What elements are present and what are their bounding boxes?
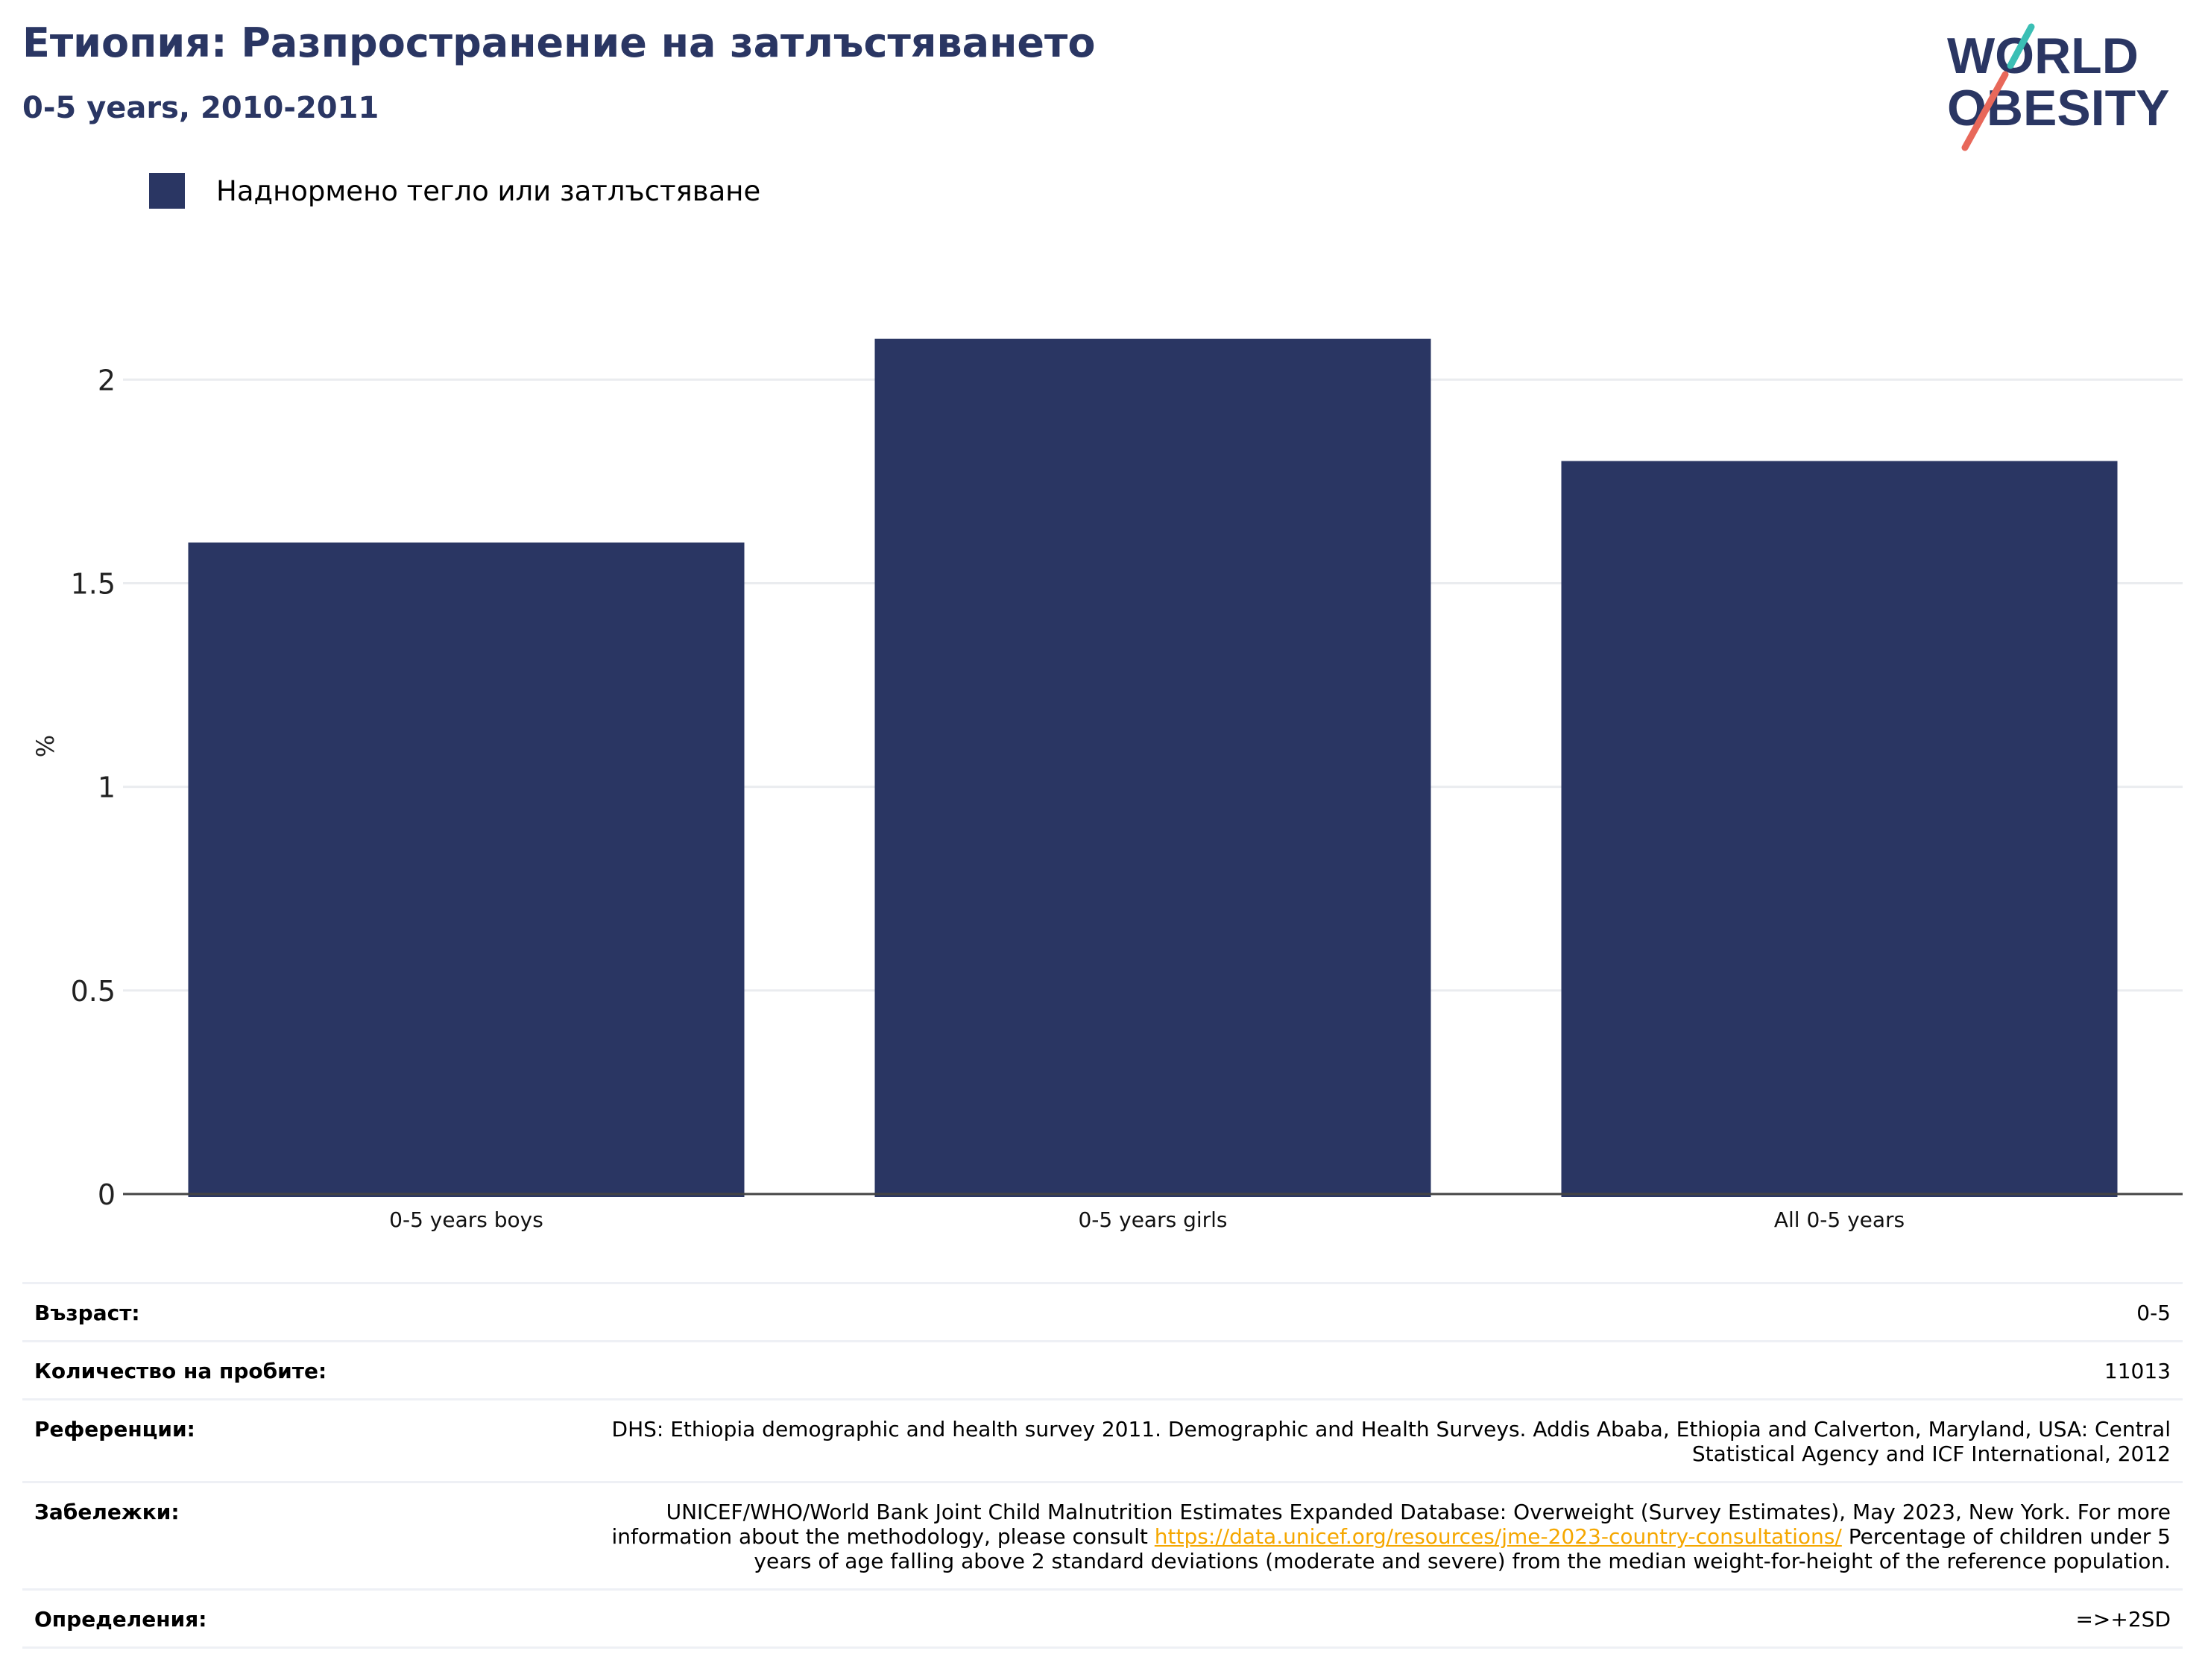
metadata-table: Възраст: 0-5 Количество на пробите: 1101… — [22, 1282, 2183, 1649]
definitions-label: Определения: — [34, 1607, 207, 1632]
notes-label: Забележки: — [34, 1500, 180, 1524]
meta-row-definitions: Определения: =>+2SD — [22, 1588, 2183, 1649]
x-tick-label: 0-5 years girls — [1078, 1207, 1227, 1232]
references-value: DHS: Ethiopia demographic and health sur… — [611, 1417, 2171, 1466]
y-tick-label: 0.5 — [71, 975, 116, 1008]
sample-size-label: Количество на пробите: — [34, 1359, 327, 1383]
legend-swatch — [149, 173, 185, 209]
age-label: Възраст: — [34, 1301, 140, 1325]
y-tick-label: 2 — [98, 364, 116, 397]
meta-row-references: Референции: DHS: Ethiopia demographic an… — [22, 1398, 2183, 1481]
meta-row-sample-size: Количество на пробите: 11013 — [22, 1340, 2183, 1398]
chart-subtitle: 0-5 years, 2010-2011 — [22, 91, 379, 125]
x-tick-label: All 0-5 years — [1774, 1207, 1905, 1232]
y-tick-label: 1 — [98, 771, 116, 804]
world-obesity-logo: WORLD OBESITY — [1947, 23, 2170, 151]
chart-legend[interactable]: Наднормено тегло или затлъстяване — [149, 173, 760, 209]
logo-slash-bottom — [1961, 71, 2009, 151]
meta-row-notes: Забележки: UNICEF/WHO/World Bank Joint C… — [22, 1481, 2183, 1588]
meta-row-age: Възраст: 0-5 — [22, 1282, 2183, 1340]
chart-title: Етиопия: Разпространение на затлъстяване… — [22, 19, 1096, 66]
bar-chart: 0 0.5 1 1.5 2% 0-5 years boys 0-5 years girls A… — [31, 338, 2183, 1232]
references-label: Референции: — [34, 1417, 195, 1441]
notes-text-before: UNICEF/WHO/World Bank Joint Child Malnut… — [611, 1500, 2171, 1549]
legend-label: Наднормено тегло или затлъстяване — [216, 174, 761, 207]
y-tick-label: 0 — [98, 1178, 116, 1211]
notes-text-after: Percentage of children under 5 years of … — [754, 1524, 2171, 1573]
methodology-link[interactable]: https://data.unicef.org/resources/jme-20… — [1154, 1524, 1842, 1549]
y-tick-label: 1.5 — [71, 567, 116, 600]
logo-slash-top — [2007, 23, 2035, 69]
sample-size-value: 11013 — [2104, 1359, 2171, 1383]
notes-value: UNICEF/WHO/World Bank Joint Child Malnut… — [575, 1500, 2171, 1573]
bar — [1561, 461, 2118, 1197]
logo-line-1: WORLD — [1947, 28, 2139, 84]
bar — [874, 338, 1431, 1197]
definitions-value: =>+2SD — [2075, 1607, 2171, 1632]
x-tick-label: 0-5 years boys — [389, 1207, 543, 1232]
y-axis-label: % — [31, 735, 60, 757]
age-value: 0-5 — [2136, 1301, 2171, 1325]
logo-line-2: OBESITY — [1947, 80, 2170, 136]
bar — [188, 542, 745, 1197]
